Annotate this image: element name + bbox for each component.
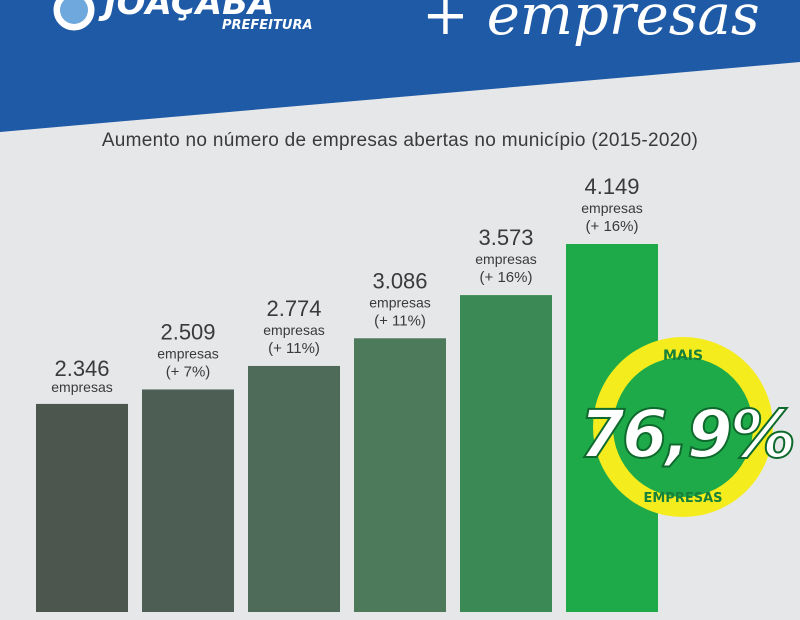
unit-label-2019: empresas [475,251,536,267]
value-label-2015: 2.346 [54,356,109,381]
value-label-2020: 4.149 [584,174,639,199]
value-label-2017: 2.774 [266,296,321,321]
header-banner: JOAÇABA PREFEITURA + empresas [0,0,800,132]
logo-title: JOAÇABA [98,0,274,23]
header-blue-band [0,0,800,132]
unit-label-2015: empresas [51,379,112,395]
bar-2017 [248,365,340,612]
bars-layer [36,244,658,612]
value-label-2016: 2.509 [160,319,215,344]
value-label-2019: 3.573 [478,225,533,250]
bar-2018 [354,338,446,612]
coat-of-arms-inner [60,0,88,24]
headline: + empresas [422,0,760,48]
badge-inner-circle [613,357,753,497]
growth-label-2018: (+ 11%) [374,312,426,329]
unit-label-2016: empresas [157,345,218,361]
chart-title: Aumento no número de empresas abertas no… [101,130,699,151]
logo-subtitle: PREFEITURA [222,18,313,33]
unit-label-2017: empresas [263,322,324,338]
badge-value: 76,9% [579,396,793,473]
growth-label-2016: (+ 7%) [166,363,211,380]
logo: JOAÇABA PREFEITURA [50,0,313,34]
growth-badge: MAIS 76,9% EMPRESAS [578,337,797,517]
growth-label-2019: (+ 16%) [480,269,533,286]
value-label-2018: 3.086 [372,268,427,293]
bar-2019 [460,295,552,612]
badge-top-text: MAIS [663,348,703,364]
growth-label-2020: (+ 16%) [586,218,639,235]
unit-label-2018: empresas [369,294,430,310]
bar-2015 [36,403,128,612]
badge-bottom-text: EMPRESAS [643,491,722,506]
unit-label-2020: empresas [581,200,642,216]
growth-label-2017: (+ 11%) [268,340,320,357]
bar-2016 [142,389,234,612]
